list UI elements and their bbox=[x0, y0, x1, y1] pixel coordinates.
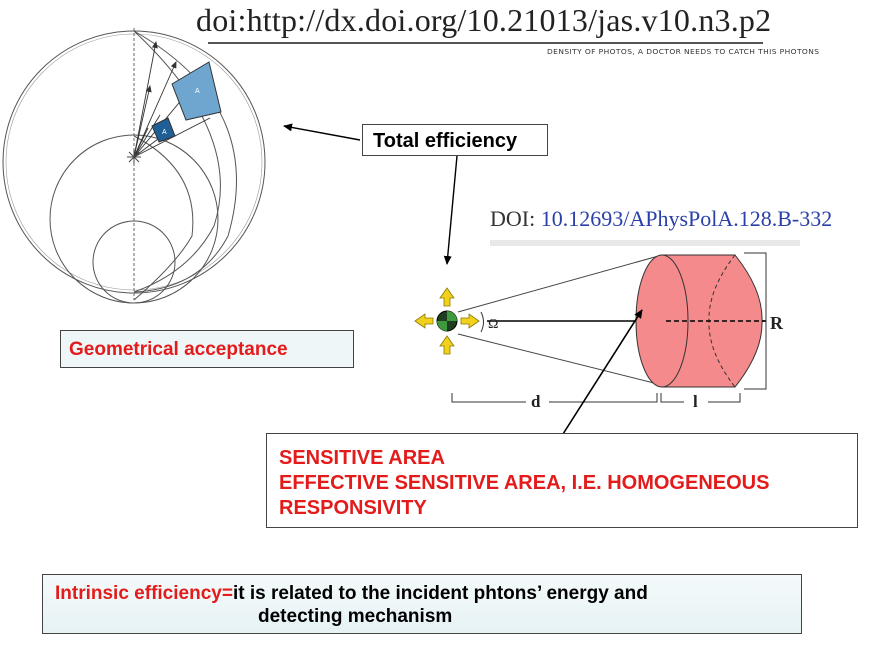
doi-reference-right: DOI: 10.12693/APhysPolA.128.B-332 bbox=[490, 206, 832, 232]
meridian-arc-middle bbox=[133, 135, 194, 301]
doi-right-value[interactable]: 10.12693/APhysPolA.128.B-332 bbox=[540, 206, 833, 231]
radiation-source-icon bbox=[414, 287, 480, 355]
geometrical-acceptance-label: Geometrical acceptance bbox=[60, 330, 354, 368]
doi-right-prefix: DOI: bbox=[490, 206, 541, 231]
small-patch-label: A bbox=[162, 129, 167, 136]
cylinder-front-face bbox=[635, 254, 689, 388]
intrinsic-line2: detecting mechanism bbox=[258, 606, 453, 627]
d-label: d bbox=[531, 392, 541, 411]
omega-label: Ω bbox=[488, 317, 498, 332]
arrow-to-sphere bbox=[283, 123, 361, 141]
l-label: l bbox=[693, 392, 698, 411]
large-patch-label: A bbox=[195, 88, 200, 95]
sensitive-area-line2: EFFECTIVE SENSITIVE AREA, I.E. HOMOGENEO… bbox=[279, 472, 770, 494]
intrinsic-efficiency-box: Intrinsic efficiency=it is related to th… bbox=[42, 574, 802, 634]
solid-angle-arc bbox=[480, 311, 484, 333]
d-dimension-left bbox=[451, 393, 526, 403]
sphere-figure bbox=[2, 28, 266, 304]
sensitive-area-line3: RESPONSIVITY bbox=[279, 497, 427, 519]
handwritten-note: DENSITY OF PHOTOS, A DOCTOR NEEDS TO CAT… bbox=[547, 47, 820, 56]
r-label: R bbox=[770, 313, 784, 333]
sensitive-area-box: SENSITIVE AREA EFFECTIVE SENSITIVE AREA,… bbox=[266, 433, 858, 528]
l-dimension-right bbox=[708, 393, 741, 403]
arrow-to-detector bbox=[443, 155, 458, 265]
cone-line-bottom bbox=[457, 333, 663, 386]
cropped-text-line bbox=[490, 240, 800, 246]
doi-reference-top: doi:http://dx.doi.org/10.21013/jas.v10.n… bbox=[196, 2, 772, 38]
detector-figure bbox=[414, 252, 767, 403]
total-efficiency-label: Total efficiency bbox=[362, 124, 548, 156]
source-point-icon bbox=[127, 150, 141, 164]
intrinsic-line1: it is related to the incident phtons’ en… bbox=[232, 583, 648, 604]
d-dimension-right bbox=[549, 393, 658, 403]
cone-line-top bbox=[457, 254, 663, 313]
doi-underline bbox=[208, 42, 763, 44]
arrow-to-cylinder bbox=[562, 309, 643, 435]
large-area-patch bbox=[171, 61, 222, 121]
intrinsic-efficiency-term: Intrinsic efficiency= bbox=[55, 583, 233, 604]
l-dimension-left bbox=[660, 393, 684, 403]
small-area-patch bbox=[151, 117, 176, 143]
intrinsic-line1-row: Intrinsic efficiency=it is related to th… bbox=[55, 582, 801, 605]
r-dimension-bracket bbox=[744, 252, 767, 390]
meridian-arc-outer bbox=[133, 30, 237, 293]
sensitive-area-line1: SENSITIVE AREA bbox=[279, 447, 445, 469]
